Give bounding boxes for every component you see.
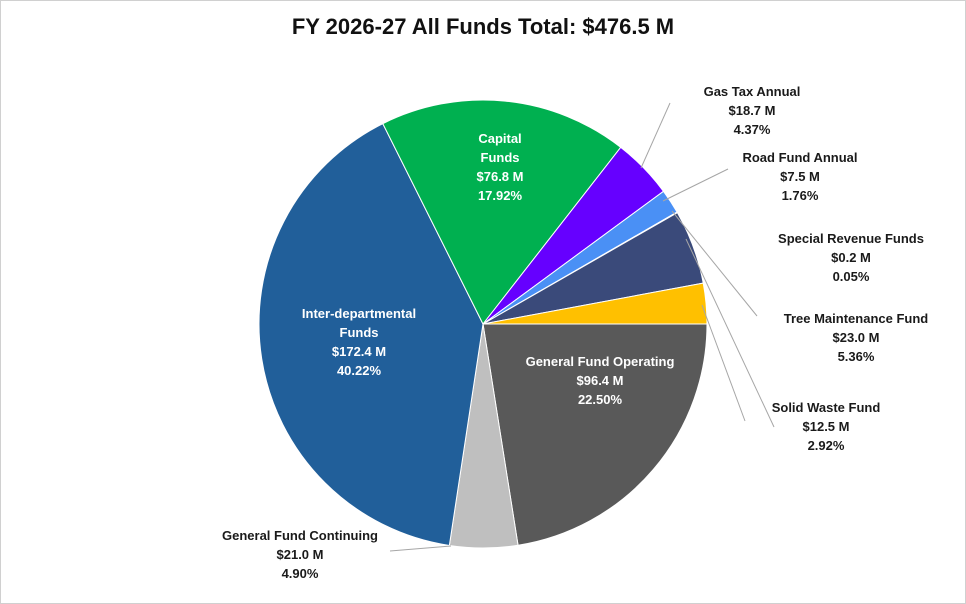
leader-line-tree-maintenance-fund	[685, 238, 775, 428]
label-general-fund-continuing: General Fund Continuing $21.0 M 4.90%	[222, 528, 378, 581]
label-amount-road-fund-annual: $7.5 M	[780, 169, 820, 184]
label-amount-special-revenue-funds: $0.2 M	[831, 250, 871, 265]
leader-line-special-revenue-funds	[671, 210, 758, 317]
label-name-capital-funds: Capital Funds	[478, 131, 521, 165]
label-tree-maintenance-fund: Tree Maintenance Fund $23.0 M 5.36%	[784, 311, 929, 364]
label-name-inter-departmental-funds: Inter-departmental Funds	[302, 306, 416, 340]
label-inter-departmental-funds: Inter-departmental Funds $172.4 M 40.22%	[302, 306, 416, 378]
label-amount-tree-maintenance-fund: $23.0 M	[833, 330, 880, 345]
label-name-solid-waste-fund: Solid Waste Fund	[772, 400, 881, 415]
label-special-revenue-funds: Special Revenue Funds $0.2 M 0.05%	[778, 231, 924, 284]
label-percent-solid-waste-fund: 2.92%	[808, 438, 845, 453]
label-percent-road-fund-annual: 1.76%	[782, 188, 819, 203]
label-solid-waste-fund: Solid Waste Fund $12.5 M 2.92%	[772, 400, 881, 453]
label-name-gas-tax-annual: Gas Tax Annual	[704, 84, 801, 99]
label-percent-capital-funds: 17.92%	[478, 188, 523, 203]
label-road-fund-annual: Road Fund Annual $7.5 M 1.76%	[742, 150, 857, 203]
label-gas-tax-annual: Gas Tax Annual $18.7 M 4.37%	[704, 84, 801, 137]
label-percent-general-fund-continuing: 4.90%	[282, 566, 319, 581]
label-name-general-fund-continuing: General Fund Continuing	[222, 528, 378, 543]
label-amount-general-fund-continuing: $21.0 M	[277, 547, 324, 562]
label-amount-capital-funds: $76.8 M	[477, 169, 524, 184]
label-name-tree-maintenance-fund: Tree Maintenance Fund	[784, 311, 929, 326]
leader-line-road-fund-annual	[662, 168, 729, 202]
label-name-general-fund-operating: General Fund Operating	[526, 354, 675, 369]
label-percent-tree-maintenance-fund: 5.36%	[838, 349, 875, 364]
slice-general-fund-operating	[482, 323, 708, 546]
label-percent-inter-departmental-funds: 40.22%	[337, 363, 382, 378]
slice-capital-funds	[382, 99, 622, 325]
leader-line-solid-waste-fund	[701, 304, 746, 422]
label-capital-funds: Capital Funds $76.8 M 17.92%	[477, 131, 524, 203]
label-amount-solid-waste-fund: $12.5 M	[803, 419, 850, 434]
leader-line-general-fund-continuing	[389, 545, 452, 552]
label-name-special-revenue-funds: Special Revenue Funds	[778, 231, 924, 246]
label-name-road-fund-annual: Road Fund Annual	[742, 150, 857, 165]
slice-solid-waste-fund	[482, 282, 708, 325]
label-amount-gas-tax-annual: $18.7 M	[729, 103, 776, 118]
leader-line-gas-tax-annual	[640, 102, 671, 169]
label-amount-general-fund-operating: $96.4 M	[577, 373, 624, 388]
label-percent-special-revenue-funds: 0.05%	[833, 269, 870, 284]
slice-inter-departmental-funds	[258, 122, 484, 547]
chart-title: FY 2026-27 All Funds Total: $476.5 M	[291, 14, 675, 39]
label-general-fund-operating: General Fund Operating $96.4 M 22.50%	[526, 354, 675, 407]
label-amount-inter-departmental-funds: $172.4 M	[332, 344, 386, 359]
label-percent-gas-tax-annual: 4.37%	[734, 122, 771, 137]
label-percent-general-fund-operating: 22.50%	[578, 392, 623, 407]
